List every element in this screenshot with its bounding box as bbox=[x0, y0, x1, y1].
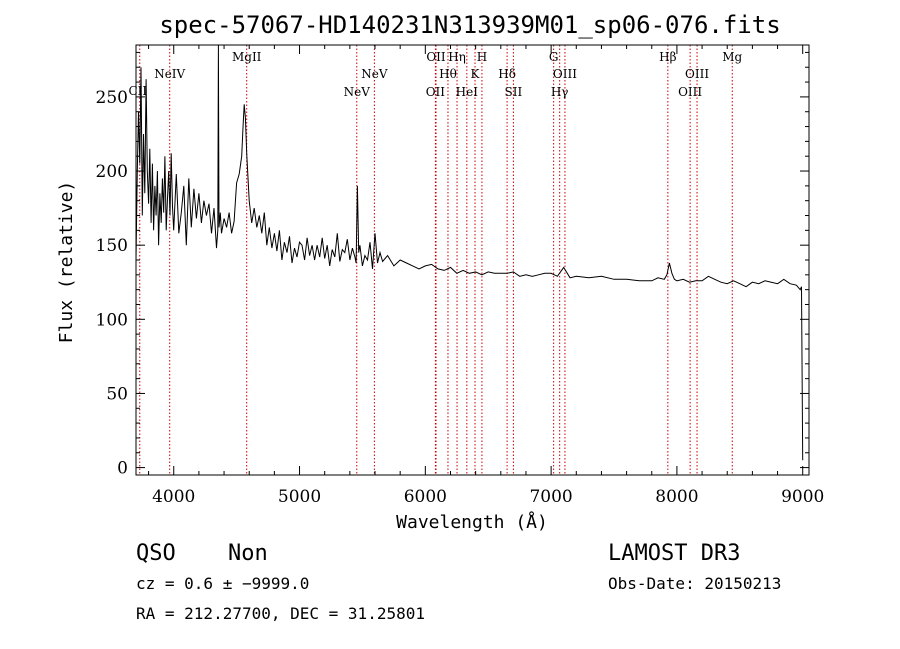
obs-date: Obs-Date: 20150213 bbox=[608, 574, 781, 593]
emission-line-label: MgII bbox=[232, 50, 262, 64]
emission-line-label: SII bbox=[505, 85, 523, 99]
emission-line-label: G bbox=[549, 50, 559, 64]
emission-line-label: Hδ bbox=[498, 67, 516, 81]
x-tick-label: 4000 bbox=[152, 487, 195, 507]
coordinates-info: RA = 212.27700, DEC = 31.25801 bbox=[136, 604, 425, 623]
x-tick-label: 9000 bbox=[781, 487, 824, 507]
x-axis-ticks: 4000 5000 6000 7000 8000 9000 bbox=[148, 45, 824, 507]
emission-line-label: OIII bbox=[553, 67, 577, 81]
y-tick-label: 250 bbox=[96, 88, 128, 108]
emission-line-label: K bbox=[471, 67, 481, 81]
emission-line-labels: CII NeIV MgII NeV NeV OII OII Hθ Hη HeI KH Hδ SII G OI… bbox=[128, 50, 742, 99]
emission-line-label: OIII bbox=[678, 85, 702, 99]
redshift-info: cz = 0.6 ± −9999.0 bbox=[136, 574, 309, 593]
y-tick-label: 50 bbox=[106, 384, 128, 404]
x-tick-label: 8000 bbox=[655, 487, 698, 507]
object-subclass: Non bbox=[228, 541, 268, 566]
x-tick-label: 5000 bbox=[278, 487, 321, 507]
object-class: QSO bbox=[136, 541, 176, 566]
emission-line-label: Hβ bbox=[659, 50, 676, 64]
emission-line-label: Hγ bbox=[551, 85, 569, 99]
emission-line-label: OIII bbox=[685, 67, 709, 81]
x-tick-label: 7000 bbox=[529, 487, 572, 507]
emission-line-label: OII bbox=[426, 85, 446, 99]
emission-line-label: CII bbox=[128, 84, 147, 98]
emission-line-label: Mg bbox=[722, 50, 742, 64]
spectrum-line bbox=[135, 44, 804, 461]
plot-frame bbox=[135, 44, 810, 476]
y-tick-label: 0 bbox=[117, 459, 128, 479]
emission-line-label: Hθ bbox=[439, 67, 457, 81]
emission-line-label: HeI bbox=[456, 85, 479, 99]
y-axis-label: Flux (relative) bbox=[56, 181, 77, 344]
survey-label: LAMOST DR3 bbox=[608, 541, 740, 566]
emission-line-label: H bbox=[477, 50, 487, 64]
y-axis-ticks: 0 50 100 150 200 250 bbox=[96, 51, 809, 479]
emission-line-label: NeIV bbox=[154, 67, 185, 81]
x-axis-label: Wavelength (Å) bbox=[396, 511, 548, 533]
y-tick-label: 100 bbox=[96, 310, 128, 330]
emission-line-label: NeV bbox=[361, 67, 388, 81]
emission-line-label: Hη bbox=[448, 50, 466, 64]
x-tick-label: 6000 bbox=[404, 487, 447, 507]
chart-title: spec-57067-HD140231N313939M01_sp06-076.f… bbox=[159, 11, 780, 39]
emission-line-label: NeV bbox=[344, 85, 371, 99]
y-tick-label: 150 bbox=[96, 236, 128, 256]
emission-line-markers bbox=[139, 45, 733, 475]
y-tick-label: 200 bbox=[96, 162, 128, 182]
emission-line-label: OII bbox=[426, 50, 446, 64]
